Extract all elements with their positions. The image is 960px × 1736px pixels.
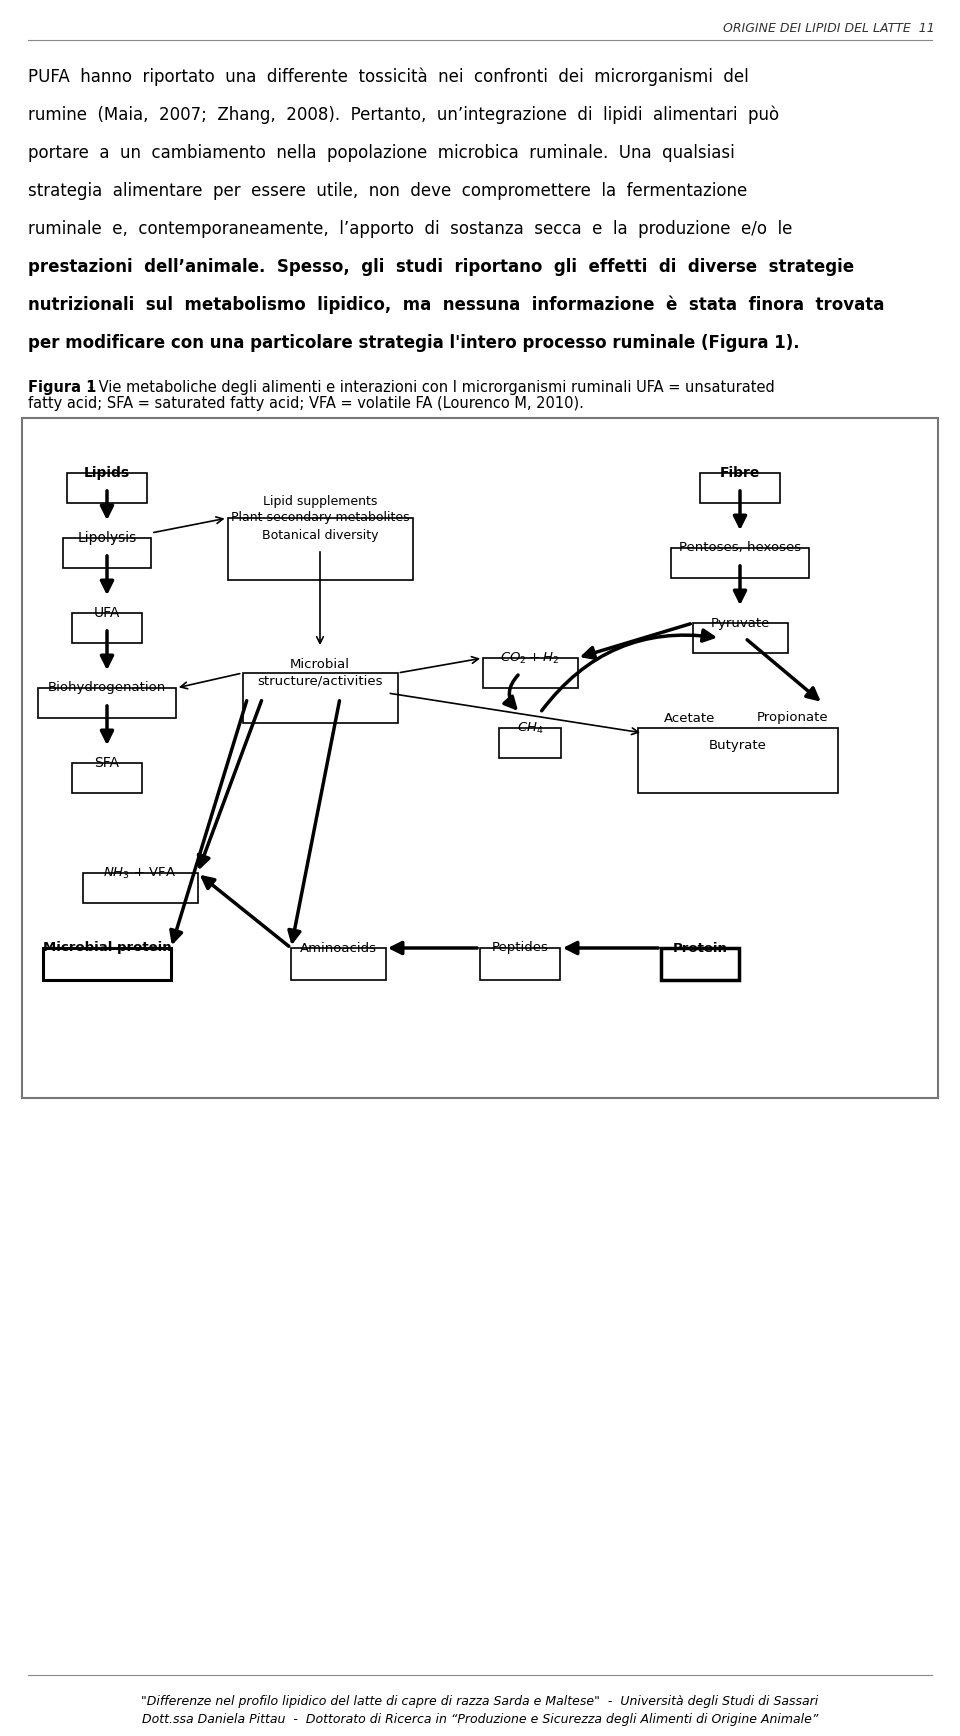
FancyBboxPatch shape bbox=[499, 727, 561, 759]
Text: rumine  (Maia,  2007;  Zhang,  2008).  Pertanto,  un’integrazione  di  lipidi  a: rumine (Maia, 2007; Zhang, 2008). Pertan… bbox=[28, 106, 780, 125]
Text: Lipolysis: Lipolysis bbox=[78, 531, 136, 545]
Text: prestazioni  dell’animale.  Spesso,  gli  studi  riportano  gli  effetti  di  di: prestazioni dell’animale. Spesso, gli st… bbox=[28, 259, 854, 276]
FancyBboxPatch shape bbox=[692, 623, 787, 653]
FancyBboxPatch shape bbox=[38, 687, 176, 719]
Text: Figura 1: Figura 1 bbox=[28, 380, 96, 396]
Text: Microbial
structure/activities: Microbial structure/activities bbox=[257, 658, 383, 687]
Text: - Vie metaboliche degli alimenti e interazioni con I microrganismi ruminali UFA : - Vie metaboliche degli alimenti e inter… bbox=[84, 380, 775, 396]
FancyBboxPatch shape bbox=[63, 538, 151, 568]
FancyBboxPatch shape bbox=[638, 727, 838, 793]
FancyBboxPatch shape bbox=[483, 658, 578, 687]
Text: ORIGINE DEI LIPIDI DEL LATTE  11: ORIGINE DEI LIPIDI DEL LATTE 11 bbox=[723, 23, 935, 35]
FancyBboxPatch shape bbox=[700, 472, 780, 503]
Text: strategia  alimentare  per  essere  utile,  non  deve  compromettere  la  fermen: strategia alimentare per essere utile, n… bbox=[28, 182, 747, 200]
Text: Dott.ssa Daniela Pittau  -  Dottorato di Ricerca in “Produzione e Sicurezza degl: Dott.ssa Daniela Pittau - Dottorato di R… bbox=[142, 1713, 818, 1726]
FancyBboxPatch shape bbox=[67, 472, 147, 503]
Text: Microbial protein: Microbial protein bbox=[42, 941, 171, 955]
Text: "Differenze nel profilo lipidico del latte di capre di razza Sarda e Maltese"  -: "Differenze nel profilo lipidico del lat… bbox=[141, 1694, 819, 1708]
FancyBboxPatch shape bbox=[22, 418, 938, 1097]
FancyBboxPatch shape bbox=[83, 873, 198, 903]
Text: Peptides: Peptides bbox=[492, 941, 548, 955]
Text: ruminale  e,  contemporaneamente,  l’apporto  di  sostanza  secca  e  la  produz: ruminale e, contemporaneamente, l’apport… bbox=[28, 220, 792, 238]
Text: Pyruvate: Pyruvate bbox=[710, 616, 770, 630]
Text: $CH_4$: $CH_4$ bbox=[516, 720, 543, 736]
Text: Lipids: Lipids bbox=[84, 465, 130, 479]
Text: Propionate: Propionate bbox=[757, 712, 828, 724]
Text: UFA: UFA bbox=[94, 606, 120, 620]
Text: portare  a  un  cambiamento  nella  popolazione  microbica  ruminale.  Una  qual: portare a un cambiamento nella popolazio… bbox=[28, 144, 734, 161]
FancyBboxPatch shape bbox=[480, 948, 560, 981]
Text: $CO_2 + H_2$: $CO_2 + H_2$ bbox=[500, 651, 560, 665]
Text: nutrizionali  sul  metabolismo  lipidico,  ma  nessuna  informazione  è  stata  : nutrizionali sul metabolismo lipidico, m… bbox=[28, 297, 884, 314]
Text: Butyrate: Butyrate bbox=[709, 740, 767, 752]
Text: fatty acid; SFA = saturated fatty acid; VFA = volatile FA (Lourenco M, 2010).: fatty acid; SFA = saturated fatty acid; … bbox=[28, 396, 584, 411]
Text: Lipid supplements
Plant secondary metabolites
Botanical diversity: Lipid supplements Plant secondary metabo… bbox=[230, 495, 409, 542]
Text: Pentoses, hexoses: Pentoses, hexoses bbox=[679, 542, 801, 554]
Text: $NH_3$ + VFA: $NH_3$ + VFA bbox=[104, 866, 177, 880]
FancyBboxPatch shape bbox=[228, 517, 413, 580]
Text: PUFA  hanno  riportato  una  differente  tossicità  nei  confronti  dei  microrg: PUFA hanno riportato una differente toss… bbox=[28, 68, 749, 87]
Text: per modificare con una particolare strategia l'intero processo ruminale (Figura : per modificare con una particolare strat… bbox=[28, 333, 800, 352]
Text: SFA: SFA bbox=[94, 755, 119, 771]
Text: Biohydrogenation: Biohydrogenation bbox=[48, 682, 166, 694]
FancyBboxPatch shape bbox=[291, 948, 386, 981]
Text: Aminoacids: Aminoacids bbox=[300, 941, 376, 955]
FancyBboxPatch shape bbox=[671, 549, 809, 578]
FancyBboxPatch shape bbox=[72, 613, 142, 642]
Text: Acetate: Acetate bbox=[664, 712, 716, 724]
Text: Protein: Protein bbox=[673, 941, 728, 955]
FancyBboxPatch shape bbox=[72, 764, 142, 793]
FancyBboxPatch shape bbox=[661, 948, 739, 981]
FancyBboxPatch shape bbox=[43, 948, 171, 981]
FancyBboxPatch shape bbox=[243, 674, 397, 722]
Text: Fibre: Fibre bbox=[720, 465, 760, 479]
